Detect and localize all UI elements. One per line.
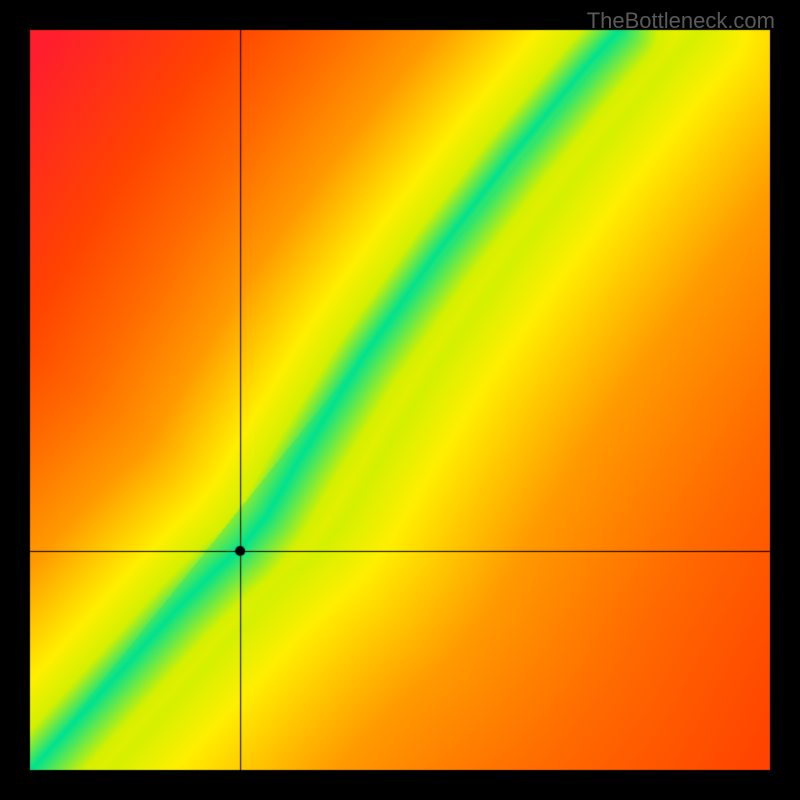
bottleneck-heatmap xyxy=(0,0,800,800)
watermark-text: TheBottleneck.com xyxy=(587,8,775,34)
